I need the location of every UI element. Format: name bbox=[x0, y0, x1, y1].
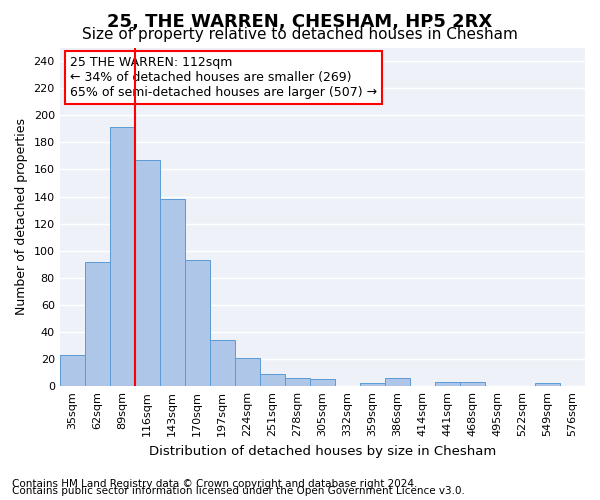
Bar bbox=[185, 260, 210, 386]
Text: Contains public sector information licensed under the Open Government Licence v3: Contains public sector information licen… bbox=[12, 486, 465, 496]
Bar bbox=[310, 380, 335, 386]
Bar bbox=[285, 378, 310, 386]
Bar bbox=[235, 358, 260, 386]
Text: Contains HM Land Registry data © Crown copyright and database right 2024.: Contains HM Land Registry data © Crown c… bbox=[12, 479, 418, 489]
Bar bbox=[59, 355, 85, 386]
Bar bbox=[85, 262, 110, 386]
Text: 25 THE WARREN: 112sqm
← 34% of detached houses are smaller (269)
65% of semi-det: 25 THE WARREN: 112sqm ← 34% of detached … bbox=[70, 56, 377, 99]
Text: Size of property relative to detached houses in Chesham: Size of property relative to detached ho… bbox=[82, 28, 518, 42]
Bar bbox=[135, 160, 160, 386]
Text: 25, THE WARREN, CHESHAM, HP5 2RX: 25, THE WARREN, CHESHAM, HP5 2RX bbox=[107, 12, 493, 30]
Bar bbox=[460, 382, 485, 386]
Bar bbox=[535, 384, 560, 386]
Bar bbox=[360, 384, 385, 386]
Bar bbox=[160, 199, 185, 386]
Bar bbox=[210, 340, 235, 386]
Bar bbox=[435, 382, 460, 386]
Bar bbox=[385, 378, 410, 386]
X-axis label: Distribution of detached houses by size in Chesham: Distribution of detached houses by size … bbox=[149, 444, 496, 458]
Y-axis label: Number of detached properties: Number of detached properties bbox=[15, 118, 28, 316]
Bar bbox=[110, 128, 135, 386]
Bar bbox=[260, 374, 285, 386]
